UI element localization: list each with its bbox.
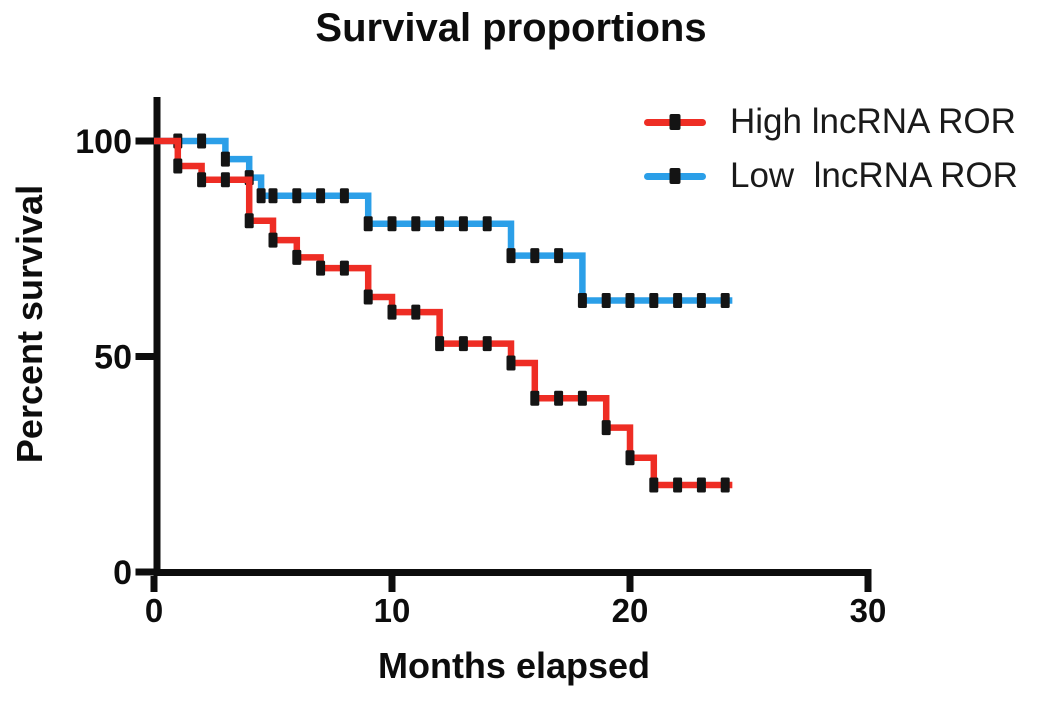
low-event-censor-marker	[411, 216, 421, 232]
legend-line-swatch-low	[644, 168, 706, 184]
high-event-censor-marker	[363, 289, 373, 305]
high-event-censor-marker	[316, 260, 326, 276]
legend-entry-high-lncrna-ror: High lncRNA ROR	[644, 102, 1016, 141]
high-event-censor-marker	[411, 304, 421, 320]
x-axis-tick	[150, 576, 158, 592]
x-tick-label: 20	[612, 592, 649, 629]
x-axis-tick	[626, 576, 634, 592]
y-axis-line	[153, 97, 161, 576]
legend-label-low: Low lncRNA ROR	[730, 156, 1018, 195]
x-axis-tick	[388, 576, 396, 592]
low-event-censor-marker	[197, 133, 207, 149]
low-event-censor-marker	[256, 188, 266, 204]
low-event-censor-marker	[696, 292, 706, 308]
high-event-censor-marker	[339, 260, 349, 276]
high-event-censor-marker	[458, 336, 468, 352]
low-event-censor-marker	[530, 248, 540, 264]
low-event-censor-marker	[720, 292, 730, 308]
y-axis-tick	[135, 137, 154, 145]
high-event-censor-marker	[506, 355, 516, 371]
low-event-censor-marker	[316, 188, 326, 204]
low-event-censor-marker	[387, 216, 397, 232]
x-axis-line	[153, 569, 872, 576]
high-event-censor-marker	[649, 477, 659, 493]
low-event-censor-marker	[458, 216, 468, 232]
low-event-censor-marker	[363, 216, 373, 232]
x-tick-label: 0	[145, 592, 163, 629]
low-event-censor-marker	[625, 292, 635, 308]
low-event-censor-marker	[673, 292, 683, 308]
y-tick-label: 0	[113, 554, 132, 592]
high-event-censor-marker	[268, 232, 278, 248]
high-event-censor-marker	[244, 213, 254, 229]
low-event-censor-marker	[649, 292, 659, 308]
low-event-censor-marker	[220, 151, 230, 167]
x-axis-title: Months elapsed	[377, 645, 651, 686]
high-event-censor-marker	[530, 390, 540, 406]
low-event-censor-marker	[292, 188, 302, 204]
high-event-censor-marker	[673, 477, 683, 493]
low-event-censor-marker	[268, 188, 278, 204]
y-axis-tick	[135, 353, 154, 360]
high-event-censor-marker	[197, 172, 207, 188]
high-event-censor-marker	[292, 249, 302, 265]
high-event-censor-marker	[220, 172, 230, 188]
low-event-censor-marker	[435, 216, 445, 232]
low-event-censor-marker	[506, 248, 516, 264]
high-event-censor-marker	[720, 477, 730, 493]
high-event-censor-marker	[601, 420, 611, 436]
high-event-censor-marker	[387, 304, 397, 320]
high-event-censor-marker	[625, 450, 635, 466]
high-event-censor-marker	[435, 336, 445, 352]
legend-event-marker-icon	[669, 114, 681, 130]
legend-label-high: High lncRNA ROR	[730, 102, 1016, 141]
x-tick-label: 10	[374, 592, 411, 629]
low-event-censor-marker	[482, 216, 492, 232]
low-event-censor-marker	[577, 292, 587, 308]
low-event-censor-marker	[601, 292, 611, 308]
y-tick-label: 100	[75, 123, 132, 161]
high-event-censor-marker	[173, 158, 183, 174]
high-event-censor-marker	[577, 390, 587, 406]
y-tick-label: 50	[94, 339, 132, 377]
low-event-censor-marker	[554, 248, 564, 264]
legend-event-marker-icon	[669, 168, 681, 184]
legend-entry-low-lncrna-ror: Low lncRNA ROR	[644, 156, 1018, 195]
high-event-censor-marker	[554, 390, 564, 406]
x-tick-label: 30	[850, 592, 887, 629]
high-event-censor-marker	[482, 336, 492, 352]
legend-line-swatch-high	[644, 114, 706, 130]
high-event-censor-marker	[696, 477, 706, 493]
chart-title: Survival proportions	[315, 6, 707, 50]
x-axis-tick	[864, 576, 872, 592]
y-axis-tick	[135, 568, 154, 576]
low-event-censor-marker	[339, 188, 349, 204]
